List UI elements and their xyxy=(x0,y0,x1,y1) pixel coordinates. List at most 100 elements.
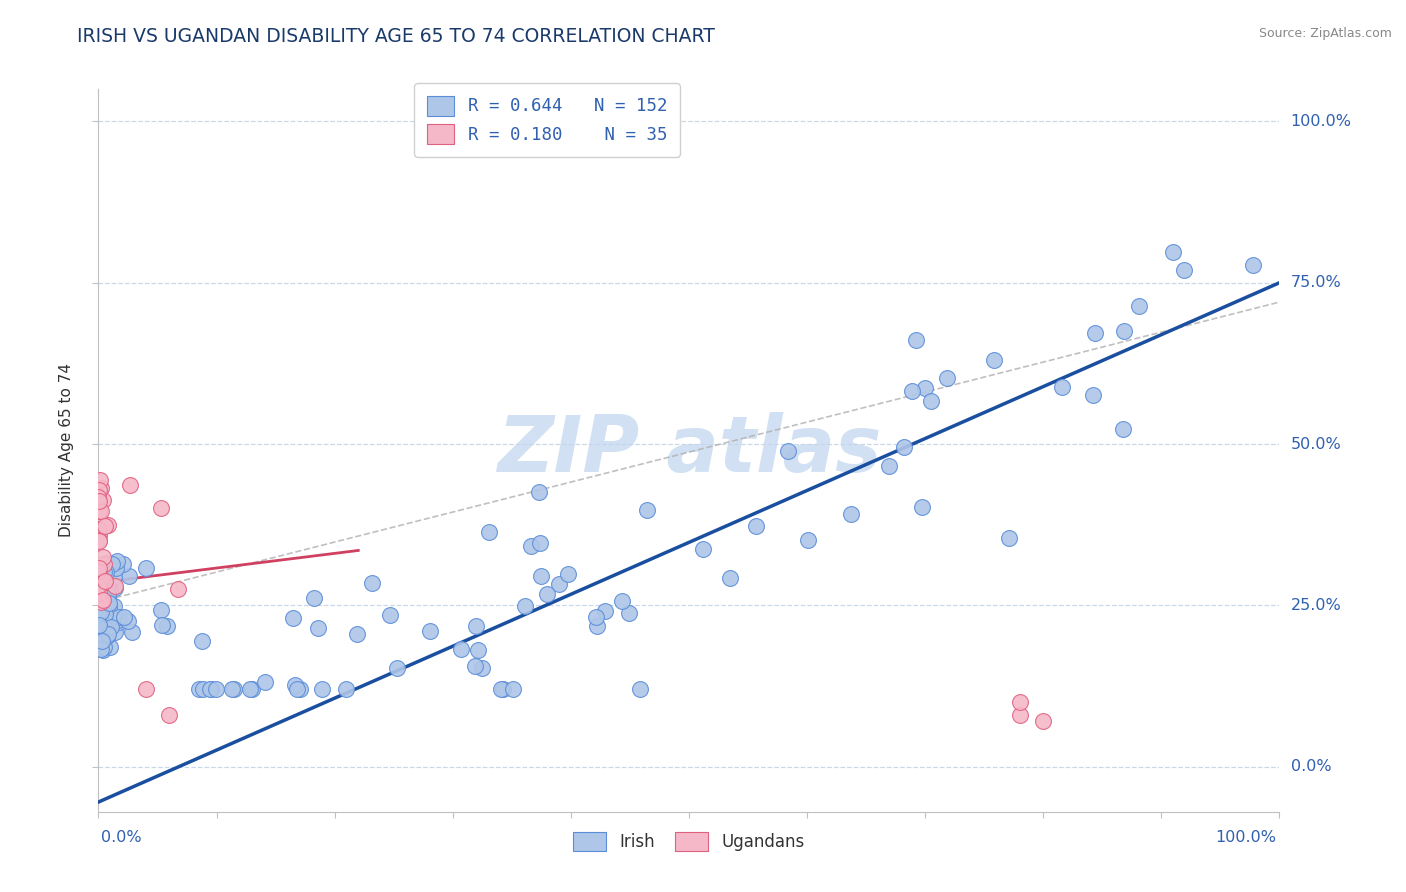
Point xyxy=(911,500,934,515)
Point xyxy=(90,504,112,518)
Point xyxy=(105,561,128,575)
Point xyxy=(89,533,111,547)
Point xyxy=(692,542,714,557)
Point xyxy=(87,504,110,518)
Point xyxy=(87,493,110,508)
Point xyxy=(94,565,117,579)
Point xyxy=(98,582,121,597)
Point xyxy=(108,610,131,624)
Point xyxy=(1128,299,1150,313)
Point xyxy=(96,606,118,620)
Point xyxy=(112,610,135,624)
Point xyxy=(87,579,110,593)
Text: 100.0%: 100.0% xyxy=(1291,114,1351,129)
Point xyxy=(94,607,117,621)
Point xyxy=(87,533,110,548)
Point xyxy=(87,504,110,518)
Point xyxy=(879,459,901,474)
Point xyxy=(89,603,111,617)
Point xyxy=(96,622,118,636)
Point xyxy=(204,682,226,697)
Legend: Irish, Ugandans: Irish, Ugandans xyxy=(567,825,811,857)
Point xyxy=(284,678,307,692)
Point xyxy=(585,610,607,624)
Point xyxy=(89,473,111,487)
Point xyxy=(288,682,311,697)
Point xyxy=(156,619,179,633)
Point xyxy=(530,568,553,582)
Point xyxy=(335,682,357,697)
Point xyxy=(89,624,111,638)
Point xyxy=(87,573,110,587)
Point xyxy=(90,641,112,656)
Point xyxy=(520,539,543,553)
Point xyxy=(361,575,384,590)
Point xyxy=(91,570,114,584)
Point xyxy=(87,566,110,580)
Point xyxy=(527,485,550,500)
Point xyxy=(87,588,110,602)
Text: 0.0%: 0.0% xyxy=(101,830,142,846)
Point xyxy=(1084,326,1107,340)
Point xyxy=(100,558,122,572)
Point xyxy=(93,618,115,632)
Point xyxy=(450,642,472,657)
Point xyxy=(98,611,121,625)
Point xyxy=(90,595,112,609)
Point xyxy=(118,569,141,583)
Point xyxy=(93,557,115,571)
Point xyxy=(90,571,112,585)
Point xyxy=(936,371,959,385)
Point xyxy=(240,682,263,697)
Point xyxy=(467,642,489,657)
Point xyxy=(464,658,486,673)
Point xyxy=(586,619,609,633)
Point xyxy=(87,491,110,505)
Point xyxy=(89,598,111,612)
Point xyxy=(93,640,115,654)
Point xyxy=(112,558,135,572)
Point xyxy=(87,576,110,591)
Point xyxy=(187,682,209,697)
Point xyxy=(619,606,641,620)
Y-axis label: Disability Age 65 to 74: Disability Age 65 to 74 xyxy=(59,363,75,538)
Point xyxy=(610,594,633,608)
Point xyxy=(94,601,117,615)
Text: ZIP atlas: ZIP atlas xyxy=(496,412,882,489)
Point xyxy=(87,624,110,639)
Point xyxy=(87,618,110,632)
Point xyxy=(285,682,308,697)
Point xyxy=(89,635,111,649)
Point xyxy=(311,682,333,697)
Text: Source: ZipAtlas.com: Source: ZipAtlas.com xyxy=(1258,27,1392,40)
Point xyxy=(239,682,262,697)
Point xyxy=(593,604,616,618)
Point xyxy=(103,570,125,584)
Point xyxy=(839,507,862,521)
Point xyxy=(97,626,120,640)
Point xyxy=(87,523,110,537)
Point xyxy=(302,591,325,605)
Text: 100.0%: 100.0% xyxy=(1216,830,1277,846)
Point xyxy=(90,612,112,626)
Point xyxy=(1032,714,1054,729)
Point xyxy=(149,603,172,617)
Point xyxy=(254,674,277,689)
Text: 25.0%: 25.0% xyxy=(1291,598,1341,613)
Point xyxy=(103,599,125,613)
Point xyxy=(87,528,110,542)
Point xyxy=(471,660,494,674)
Point xyxy=(107,615,129,629)
Point xyxy=(628,682,651,697)
Point xyxy=(135,682,157,697)
Point xyxy=(91,623,114,637)
Point xyxy=(118,478,141,492)
Point xyxy=(121,625,143,640)
Point xyxy=(91,492,114,507)
Point xyxy=(776,443,799,458)
Point xyxy=(1114,324,1136,338)
Point xyxy=(547,577,569,591)
Point xyxy=(87,588,110,602)
Point xyxy=(797,533,820,547)
Point xyxy=(193,682,215,697)
